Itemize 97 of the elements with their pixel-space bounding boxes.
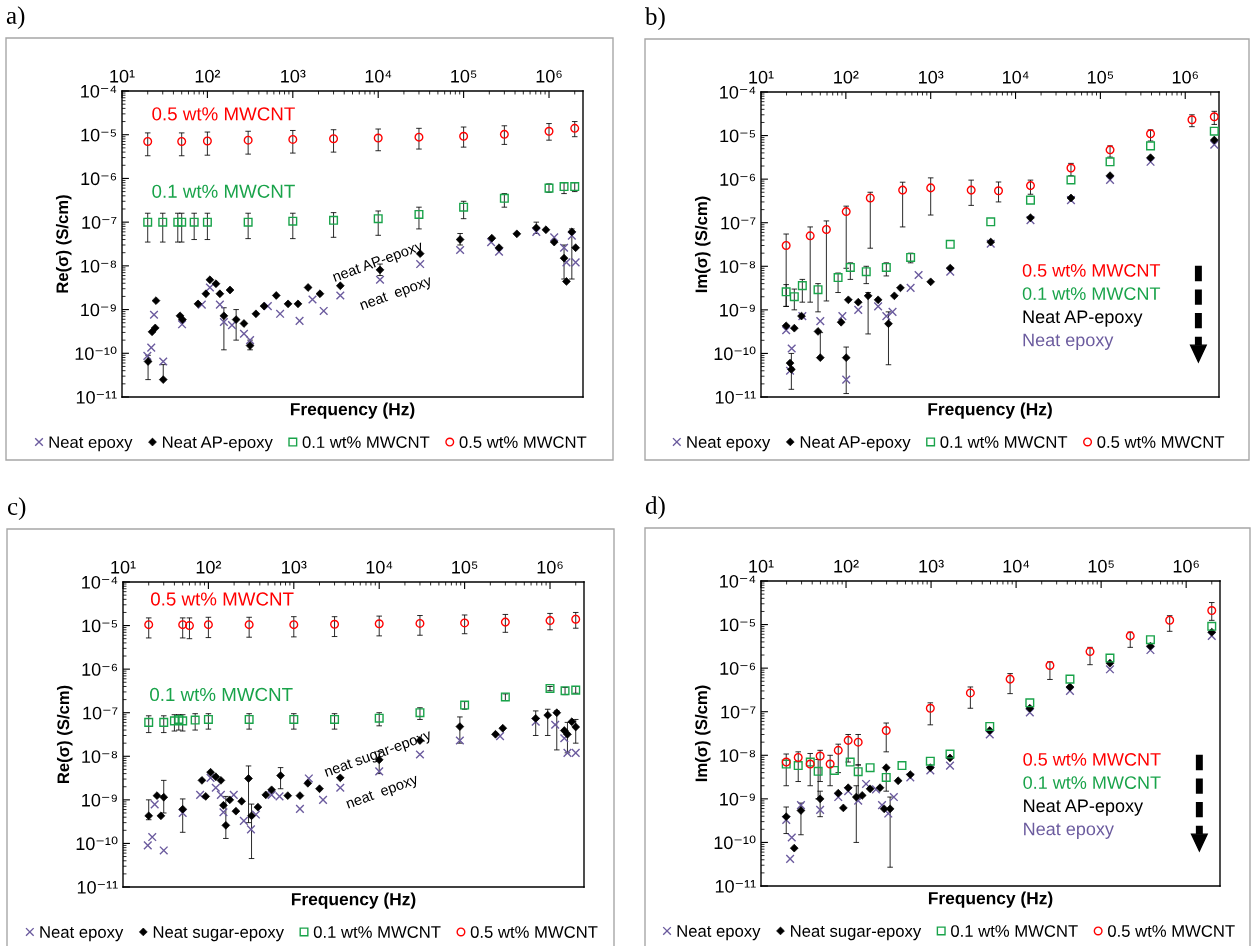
y-tick-label: 10⁻⁴ [720, 574, 756, 588]
y-tick-label: 10⁻⁷ [83, 706, 118, 720]
x-tick-label: 10² [196, 560, 222, 574]
annotation: Neat AP-epoxy [1023, 310, 1143, 327]
y-tick-label: 10⁻⁹ [81, 303, 116, 317]
x-tick-label: 10⁶ [537, 560, 563, 574]
y-tick-label: 10⁻⁴ [720, 85, 756, 99]
x-tick-label: 10⁶ [1173, 559, 1199, 573]
y-tick-label: 10⁻¹¹ [76, 390, 117, 404]
x-tick-label: 10⁵ [451, 69, 477, 83]
chart-title: a) [6, 6, 25, 29]
y-tick-label: 10⁻⁵ [81, 128, 117, 142]
y-axis-title: Re(σ) (S/cm) [56, 685, 73, 784]
chart-title: c) [7, 497, 26, 520]
x-tick-label: 10² [195, 69, 221, 83]
y-tick-label: 10⁻¹⁰ [714, 835, 756, 850]
annotation: neat epoxy [345, 774, 420, 812]
legend-label: 0.5 wt% MWCNT [459, 436, 587, 449]
x-tick-label: 10⁶ [536, 69, 562, 83]
legend-label: 0.1 wt% MWCNT [940, 436, 1068, 448]
legend-label: Neat epoxy [49, 436, 133, 452]
legend-label: Neat AP-epoxy [800, 436, 911, 452]
x-tick-label: 10³ [919, 70, 944, 84]
y-tick-label: 10⁻¹⁰ [75, 346, 117, 361]
y-axis-title: Im(σ) (S/cm) [694, 685, 711, 782]
annotation: Neat AP-epoxy [1024, 799, 1144, 816]
legend-label: 0.1 wt% MWCNT [302, 436, 430, 449]
x-tick-label: 10³ [282, 560, 307, 574]
annotation: 0.1 wt% MWCNT [1022, 287, 1161, 300]
x-tick-label: 10⁴ [1003, 70, 1029, 84]
y-tick-label: 10⁻⁶ [720, 662, 756, 675]
x-tick-label: 10³ [919, 559, 944, 573]
x-tick-label: 10⁵ [1087, 70, 1114, 84]
y-tick-label: 10⁻¹⁰ [76, 836, 118, 851]
x-tick-label: 10³ [281, 69, 306, 83]
y-tick-label: 10⁻⁶ [720, 173, 756, 186]
x-tick-label: 10⁶ [1172, 70, 1198, 84]
x-tick-label: 10¹ [749, 559, 774, 573]
y-tick-label: 10⁻⁸ [82, 750, 118, 764]
annotation: Neat epoxy [1024, 822, 1114, 839]
chart-title: d) [645, 496, 665, 519]
y-tick-label: 10⁻⁷ [82, 216, 117, 229]
y-axis-title: Im(σ) (S/cm) [694, 196, 711, 293]
y-tick-label: 10⁻¹¹ [715, 390, 756, 404]
x-tick-label: 10¹ [110, 69, 135, 83]
x-tick-label: 10⁴ [365, 69, 392, 83]
x-tick-label: 10⁴ [1003, 559, 1030, 573]
y-axis-title: Re(σ) (S/cm) [55, 195, 72, 293]
legend-label: 0.5 wt% MWCNT [1107, 925, 1235, 937]
legend-label: Neat epoxy [687, 436, 771, 452]
annotation: 0.5 wt% MWCNT [1022, 264, 1161, 277]
annotation: 0.1 wt% MWCNT [1023, 776, 1161, 789]
y-tick-label: 10⁻⁷ [721, 705, 756, 719]
legend-label: Neat AP-epoxy [163, 436, 273, 452]
x-axis-title: Frequency (Hz) [290, 402, 415, 419]
y-tick-label: 10⁻⁹ [720, 303, 755, 317]
y-tick-label: 10⁻⁶ [82, 663, 118, 676]
y-tick-label: 10⁻⁴ [82, 575, 118, 589]
y-tick-label: 10⁻¹⁰ [714, 346, 756, 361]
legend-label: 0.1 wt% MWCNT [951, 925, 1078, 937]
y-tick-label: 10⁻⁶ [81, 172, 117, 186]
y-tick-label: 10⁻⁸ [720, 749, 756, 763]
y-tick-label: 10⁻¹¹ [77, 880, 118, 894]
annotation: 0.5 wt% MWCNT [1023, 753, 1161, 766]
x-tick-label: 10⁵ [1088, 559, 1114, 573]
y-tick-label: 10⁻⁵ [82, 619, 118, 633]
legend-label: 0.1 wt% MWCNT [313, 926, 441, 938]
legend-label: Neat sugar-epoxy [791, 925, 922, 941]
legend-label: Neat sugar-epoxy [153, 926, 284, 942]
x-tick-label: 10⁵ [452, 560, 478, 574]
annotation: 0.5 wt% MWCNT [152, 107, 295, 121]
annotation: 0.1 wt% MWCNT [152, 184, 295, 198]
y-tick-label: 10⁻¹¹ [715, 879, 756, 893]
annotation: 0.5 wt% MWCNT [150, 592, 294, 606]
y-tick-label: 10⁻⁵ [720, 129, 756, 143]
chart-title: b) [645, 7, 665, 30]
x-tick-label: 10¹ [111, 560, 136, 574]
legend-label: 0.5 wt% MWCNT [470, 926, 598, 938]
x-axis-title: Frequency (Hz) [928, 891, 1053, 908]
legend-label: Neat epoxy [677, 925, 761, 941]
x-tick-label: 10² [834, 559, 859, 573]
x-tick-label: 10⁴ [366, 560, 393, 574]
y-tick-label: 10⁻⁹ [82, 793, 117, 807]
annotation: 0.1 wt% MWCNT [150, 687, 293, 702]
y-tick-label: 10⁻⁵ [720, 618, 756, 632]
y-tick-label: 10⁻⁹ [720, 792, 755, 806]
x-tick-label: 10² [834, 70, 859, 84]
x-tick-label: 10¹ [749, 70, 774, 84]
legend-label: 0.5 wt% MWCNT [1097, 436, 1225, 448]
legend-label: Neat epoxy [40, 926, 124, 942]
annotation: Neat epoxy [1023, 333, 1114, 350]
y-tick-label: 10⁻⁸ [720, 260, 756, 274]
y-tick-label: 10⁻⁸ [81, 259, 117, 273]
x-axis-title: Frequency (Hz) [928, 402, 1052, 419]
y-tick-label: 10⁻⁴ [81, 84, 117, 98]
x-axis-title: Frequency (Hz) [291, 892, 416, 909]
y-tick-label: 10⁻⁷ [721, 216, 756, 230]
